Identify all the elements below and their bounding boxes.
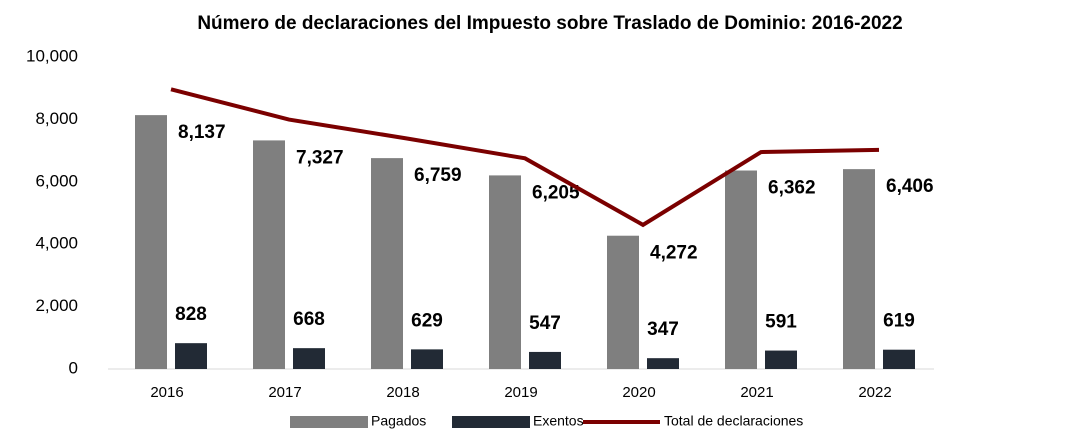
legend-label: Exentos (533, 413, 584, 429)
x-tick-label: 2016 (150, 384, 183, 401)
legend-swatch (452, 416, 530, 428)
data-label: 6,759 (414, 165, 462, 186)
data-label: 6,406 (886, 176, 934, 197)
bar (607, 235, 639, 369)
bar (725, 170, 757, 369)
x-tick-label: 2018 (386, 384, 419, 401)
y-tick-label: 8,000 (35, 109, 78, 128)
data-label: 7,327 (296, 147, 344, 168)
data-label: 591 (765, 312, 797, 333)
bar (647, 358, 679, 369)
bar (489, 175, 521, 369)
bar (135, 115, 167, 369)
bar (175, 343, 207, 369)
bar (843, 169, 875, 369)
bar (253, 140, 285, 369)
legend-swatch (290, 416, 368, 428)
y-tick-label: 0 (69, 358, 78, 377)
data-label: 6,362 (768, 178, 816, 199)
bar (529, 351, 561, 369)
data-label: 4,272 (650, 243, 698, 264)
data-label: 668 (293, 309, 325, 330)
data-label: 347 (647, 319, 679, 340)
y-tick-label: 6,000 (35, 171, 78, 190)
x-tick-label: 2020 (622, 384, 655, 401)
data-label: 6,205 (532, 182, 580, 203)
legend-label: Pagados (371, 413, 426, 429)
data-label: 629 (411, 310, 443, 331)
data-label: 8,137 (178, 122, 226, 143)
bar (371, 158, 403, 369)
y-tick-label: 4,000 (35, 234, 78, 253)
bar (765, 350, 797, 369)
chart-title: Número de declaraciones del Impuesto sob… (197, 13, 902, 34)
legend-label: Total de declaraciones (664, 413, 803, 429)
bar (293, 348, 325, 369)
bar (883, 349, 915, 369)
x-tick-label: 2022 (858, 384, 891, 401)
data-label: 619 (883, 311, 915, 332)
x-tick-label: 2019 (504, 384, 537, 401)
data-label: 547 (529, 313, 561, 334)
data-label: 828 (175, 304, 207, 325)
y-tick-label: 2,000 (35, 296, 78, 315)
y-tick-label: 10,000 (26, 46, 78, 65)
x-tick-label: 2017 (268, 384, 301, 401)
line (170, 87, 880, 228)
bar (411, 349, 443, 369)
x-tick-label: 2021 (740, 384, 773, 401)
